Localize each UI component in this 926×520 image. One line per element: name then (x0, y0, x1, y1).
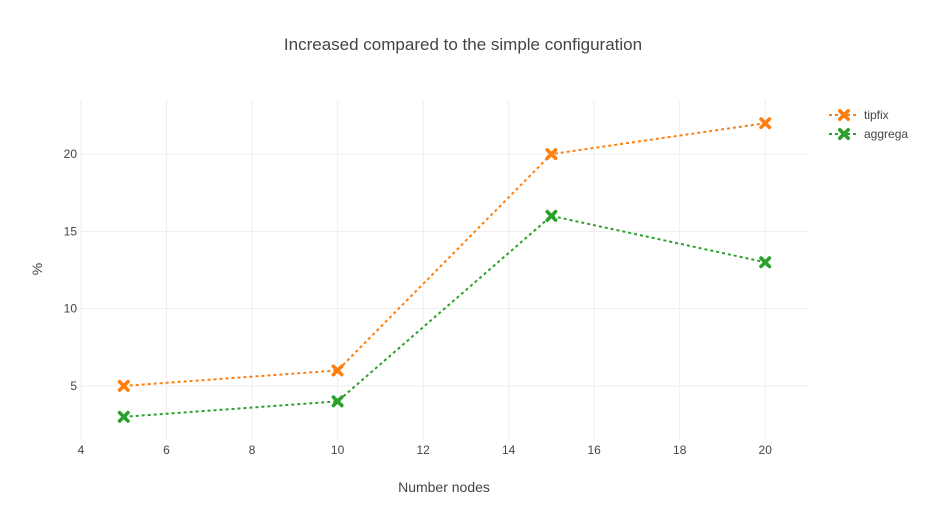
y-axis-ticks: 5 10 15 20 (64, 147, 78, 393)
series-line-tipfix (123, 122, 766, 387)
x-axis-ticks: 4 6 8 10 12 14 16 18 20 (78, 443, 773, 457)
marker-stroke (331, 364, 344, 377)
x-tick-label: 20 (759, 443, 773, 457)
x-axis-label: Number nodes (398, 479, 490, 495)
y-tick-label: 15 (64, 224, 78, 238)
legend-marker (837, 109, 851, 121)
marker-stroke (331, 395, 344, 408)
marker-stroke (759, 117, 772, 130)
y-axis-label: % (29, 263, 45, 275)
series-group (117, 117, 772, 423)
legend[interactable]: tipfix aggrega (829, 108, 908, 141)
marker-stroke (837, 109, 851, 121)
legend-marker (837, 128, 851, 140)
marker-stroke (837, 128, 851, 140)
legend-item-aggrega[interactable]: aggrega (829, 127, 908, 141)
series-line-aggrega (123, 214, 766, 418)
legend-label: aggrega (864, 127, 908, 141)
x-tick-label: 18 (673, 443, 687, 457)
legend-label: tipfix (864, 108, 889, 122)
x-tick-label: 6 (163, 443, 170, 457)
data-point-tipfix (759, 117, 772, 130)
y-tick-label: 20 (64, 147, 78, 161)
y-tick-label: 10 (64, 302, 78, 316)
marker-stroke (117, 379, 130, 392)
marker-stroke (117, 410, 130, 423)
x-tick-label: 14 (502, 443, 516, 457)
marker-stroke (759, 256, 772, 269)
series-tipfix (117, 117, 772, 392)
data-point-tipfix (545, 148, 558, 161)
chart-title: Increased compared to the simple configu… (284, 35, 642, 54)
grid-lines (80, 100, 808, 440)
data-point-aggrega (545, 209, 558, 222)
x-tick-label: 8 (249, 443, 256, 457)
data-point-aggrega (331, 395, 344, 408)
data-point-aggrega (117, 410, 130, 423)
x-tick-label: 4 (78, 443, 85, 457)
y-tick-label: 5 (70, 379, 77, 393)
marker-stroke (545, 148, 558, 161)
x-tick-label: 10 (331, 443, 345, 457)
legend-item-tipfix[interactable]: tipfix (829, 108, 889, 122)
data-point-aggrega (759, 256, 772, 269)
marker-stroke (545, 209, 558, 222)
series-aggrega (117, 209, 772, 423)
data-point-tipfix (117, 379, 130, 392)
data-point-tipfix (331, 364, 344, 377)
x-tick-label: 16 (587, 443, 601, 457)
x-tick-label: 12 (416, 443, 430, 457)
